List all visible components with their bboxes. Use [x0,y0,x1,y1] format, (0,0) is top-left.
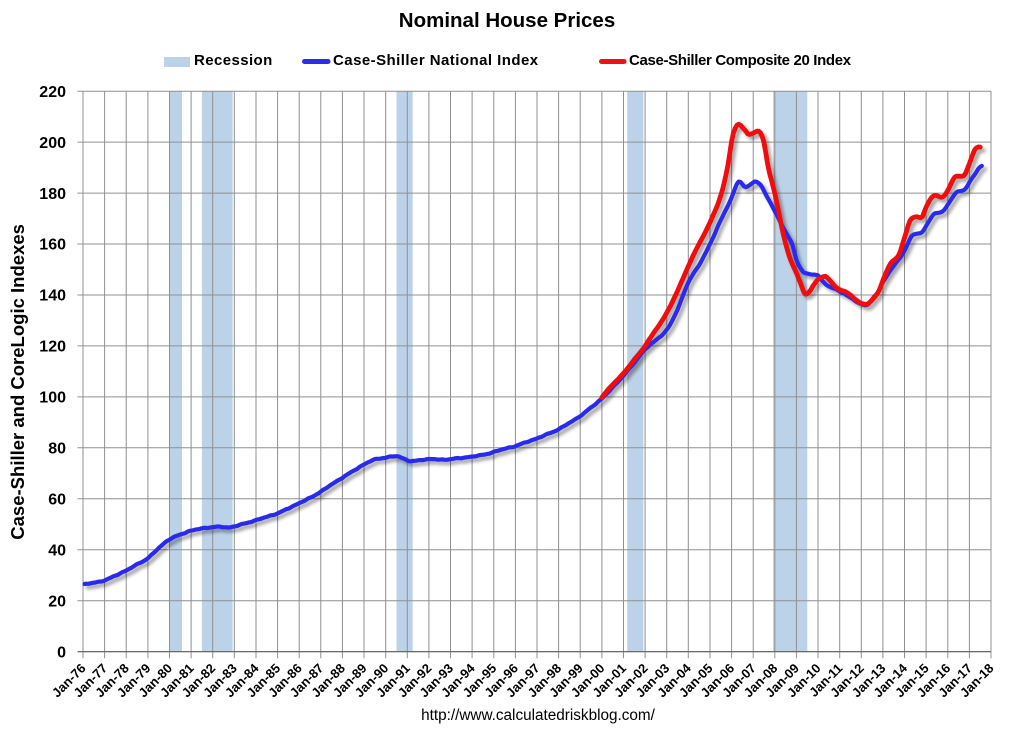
svg-text:Case-Shiller Composite 20 Inde: Case-Shiller Composite 20 Index [629,52,852,69]
svg-text:Case-Shiller and CoreLogic Ind: Case-Shiller and CoreLogic Indexes [7,224,28,540]
svg-text:20: 20 [48,593,66,610]
svg-text:180: 180 [39,186,66,203]
svg-text:80: 80 [48,441,66,458]
svg-text:60: 60 [48,492,66,509]
svg-text:0: 0 [57,644,66,661]
svg-text:http://www.calculatedriskblog.: http://www.calculatedriskblog.com/ [421,707,656,724]
svg-text:120: 120 [39,339,66,356]
svg-text:200: 200 [39,135,66,152]
svg-text:100: 100 [39,390,66,407]
svg-text:Nominal House Prices: Nominal House Prices [399,9,615,32]
svg-text:40: 40 [48,542,66,559]
svg-text:Case-Shiller National Index: Case-Shiller National Index [333,52,539,69]
svg-text:Recession: Recession [194,52,273,69]
svg-text:220: 220 [39,84,66,101]
svg-text:160: 160 [39,237,66,254]
svg-text:140: 140 [39,288,66,305]
